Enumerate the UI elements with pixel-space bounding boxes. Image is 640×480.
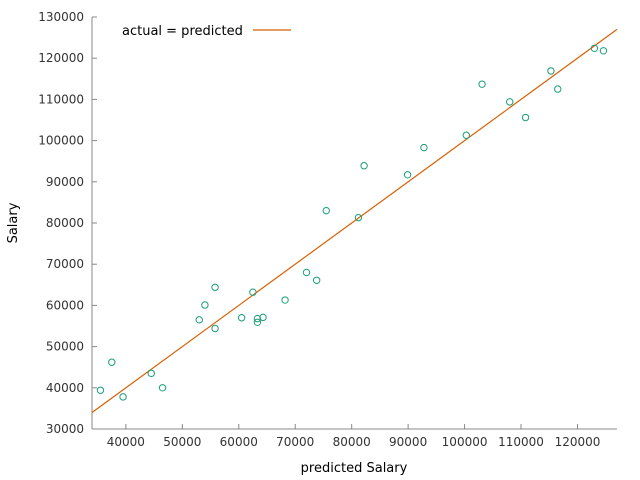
data-point (403, 171, 412, 179)
x-tick-label: 100000 (442, 435, 488, 449)
data-point (96, 386, 105, 394)
data-point (420, 143, 428, 152)
data-point (547, 67, 555, 75)
data-point (201, 301, 209, 309)
y-tick-label: 50000 (46, 340, 84, 354)
y-tick-label: 90000 (46, 175, 84, 189)
actual-equals-predicted-line (91, 28, 618, 414)
y-tick-label: 60000 (46, 298, 84, 312)
data-point (147, 369, 155, 378)
data-point (360, 162, 368, 170)
data-point (211, 283, 219, 291)
legend-label: actual = predicted (122, 24, 243, 39)
data-point (354, 213, 363, 222)
data-point (462, 131, 470, 139)
x-tick-label: 50000 (163, 435, 201, 449)
data-point (108, 358, 116, 366)
x-tick-label: 90000 (389, 435, 427, 449)
data-point (281, 296, 289, 304)
y-tick-label: 70000 (46, 257, 84, 271)
x-tick-label: 40000 (107, 435, 145, 449)
data-point (237, 314, 246, 322)
data-point (253, 318, 262, 326)
y-tick-label: 110000 (38, 92, 84, 106)
x-axis-ticks: 40000 50000 60000 70000 80000 90000 100000 1100… (107, 424, 601, 449)
data-point (259, 313, 267, 322)
x-tick-label: 120000 (555, 435, 601, 449)
y-tick-label: 130000 (38, 10, 84, 24)
data-point (322, 206, 330, 215)
x-axis-title: predicted Salary (301, 461, 408, 476)
data-points (96, 44, 608, 401)
y-tick-label: 100000 (38, 134, 84, 148)
y-tick-label: 40000 (46, 381, 84, 395)
data-point (521, 113, 530, 122)
data-point (158, 384, 167, 392)
y-axis-title: Salary (6, 202, 21, 243)
axes (91, 17, 617, 430)
y-axis-ticks: 30000 40000 50000 60000 70000 80000 90000 10000… (38, 10, 97, 436)
x-tick-label: 70000 (276, 435, 314, 449)
data-point (249, 288, 257, 296)
data-point (253, 314, 262, 323)
data-point (554, 85, 562, 93)
x-tick-label: 60000 (220, 435, 258, 449)
data-point (119, 393, 127, 401)
data-point (195, 316, 203, 324)
x-tick-label: 110000 (498, 435, 544, 449)
plot-area (91, 28, 618, 414)
data-point (312, 276, 321, 284)
y-tick-label: 80000 (46, 216, 84, 230)
data-point (599, 47, 608, 55)
data-point (478, 80, 486, 88)
data-point (590, 44, 599, 53)
x-tick-label: 80000 (333, 435, 371, 449)
data-point (506, 98, 514, 106)
data-point (302, 268, 311, 277)
y-tick-label: 30000 (46, 422, 84, 436)
legend: actual = predicted (122, 24, 291, 39)
y-tick-label: 120000 (38, 51, 84, 65)
data-point (211, 324, 219, 333)
